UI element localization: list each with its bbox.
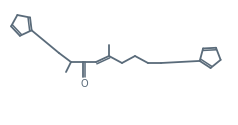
Text: O: O [80, 79, 88, 89]
